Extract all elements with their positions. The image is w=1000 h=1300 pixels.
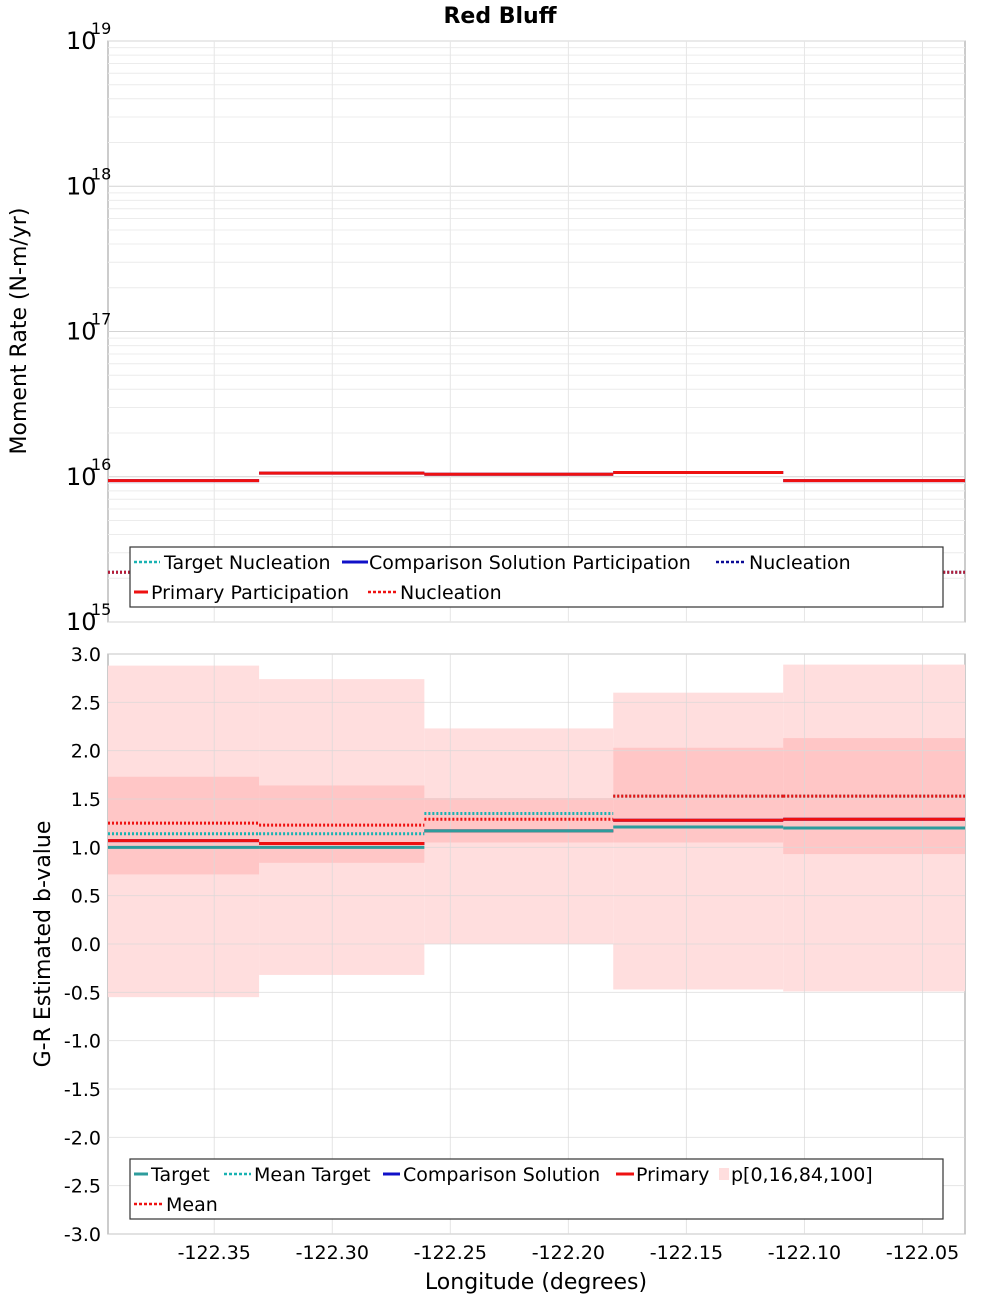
chart-title: Red Bluff bbox=[443, 4, 557, 29]
y-tick-exponent: 18 bbox=[91, 164, 111, 183]
legend-label-primary-participation: Primary Participation bbox=[151, 582, 349, 604]
legend-label-mean: Mean bbox=[166, 1194, 218, 1216]
x-tick-label: -122.10 bbox=[768, 1242, 841, 1264]
y-tick-label: 10 bbox=[66, 27, 97, 55]
x-tick-label: -122.30 bbox=[296, 1242, 369, 1264]
legend-label-target-nucleation: Target Nucleation bbox=[163, 552, 331, 574]
band-p16-p84 bbox=[108, 738, 965, 875]
x-tick-label: -122.05 bbox=[886, 1242, 959, 1264]
y-tick-label: 1.0 bbox=[71, 837, 101, 859]
y-tick-label: 10 bbox=[66, 463, 97, 491]
x-tick-label: -122.15 bbox=[650, 1242, 723, 1264]
x-tick-label: -122.20 bbox=[532, 1242, 605, 1264]
y-tick-exponent: 16 bbox=[91, 455, 111, 474]
x-tick-label: -122.25 bbox=[414, 1242, 487, 1264]
y-tick-label: 2.0 bbox=[71, 741, 101, 763]
legend-label-comparison-participation: Comparison Solution Participation bbox=[369, 552, 691, 574]
y-tick-label: 1.5 bbox=[71, 789, 101, 811]
series-mean bbox=[108, 794, 965, 827]
x-tick-label: -122.35 bbox=[178, 1242, 251, 1264]
y-tick-label: -1.5 bbox=[64, 1079, 101, 1101]
y-tick-label: -3.0 bbox=[64, 1224, 101, 1246]
y-tick-label: 10 bbox=[66, 608, 97, 636]
y-tick-label: 3.0 bbox=[71, 644, 101, 666]
legend-label-percentile-band: p[0,16,84,100] bbox=[731, 1164, 873, 1186]
y-tick-exponent: 15 bbox=[91, 600, 111, 619]
y-tick-label: 0.0 bbox=[71, 934, 101, 956]
moment-rate-y-axis-label: Moment Rate (N-m/yr) bbox=[7, 208, 32, 455]
legend-label-comparison-nucleation: Nucleation bbox=[749, 552, 851, 574]
series-primary-participation-3 bbox=[108, 470, 965, 483]
b-value-bands bbox=[108, 664, 965, 998]
b-value-series bbox=[108, 794, 965, 849]
legend-label-primary: Primary bbox=[636, 1164, 709, 1186]
b-value-grid bbox=[108, 653, 965, 1235]
legend-label-target: Target bbox=[150, 1164, 210, 1186]
band-rect bbox=[783, 738, 965, 855]
x-axis-ticks: -122.35 -122.30 -122.25 -122.20 -122.15 -122.… bbox=[178, 1242, 960, 1264]
moment-rate-legend: Target Nucleation Comparison Solution Pa… bbox=[129, 546, 944, 608]
b-value-panel: 3.0 2.5 2.0 1.5 1.0 0.5 0.0 -0.5 -1.0 -1.5 -2.0 -2.… bbox=[31, 644, 966, 1295]
legend-label-comparison-solution: Comparison Solution bbox=[403, 1164, 600, 1186]
band-rect bbox=[108, 776, 260, 875]
y-tick-label: 0.5 bbox=[71, 886, 101, 908]
y-tick-label: 10 bbox=[66, 172, 97, 200]
y-tick-label: -0.5 bbox=[64, 982, 101, 1004]
y-tick-label: 10 bbox=[66, 318, 97, 346]
legend-label-primary-nucleation: Nucleation bbox=[400, 582, 502, 604]
y-tick-exponent: 19 bbox=[91, 19, 111, 38]
y-tick-label: -1.0 bbox=[64, 1031, 101, 1053]
y-tick-label: -2.5 bbox=[64, 1176, 101, 1198]
b-value-y-axis-label: G-R Estimated b-value bbox=[31, 821, 56, 1068]
y-tick-exponent: 17 bbox=[91, 310, 111, 329]
b-value-legend-box bbox=[129, 1158, 944, 1220]
y-tick-label: 2.5 bbox=[71, 692, 101, 714]
moment-rate-legend-box bbox=[129, 546, 944, 608]
legend-label-mean-target: Mean Target bbox=[254, 1164, 371, 1186]
b-value-y-ticks: 3.0 2.5 2.0 1.5 1.0 0.5 0.0 -0.5 -1.0 -1.5 -2.0 -2.… bbox=[64, 644, 101, 1246]
b-value-legend: Target Mean Target Comparison Solution P… bbox=[129, 1158, 944, 1220]
y-tick-label: -2.0 bbox=[64, 1127, 101, 1149]
x-axis-label: Longitude (degrees) bbox=[425, 1270, 647, 1295]
legend-swatch-percentile-band bbox=[719, 1168, 729, 1180]
series-target bbox=[108, 825, 965, 849]
